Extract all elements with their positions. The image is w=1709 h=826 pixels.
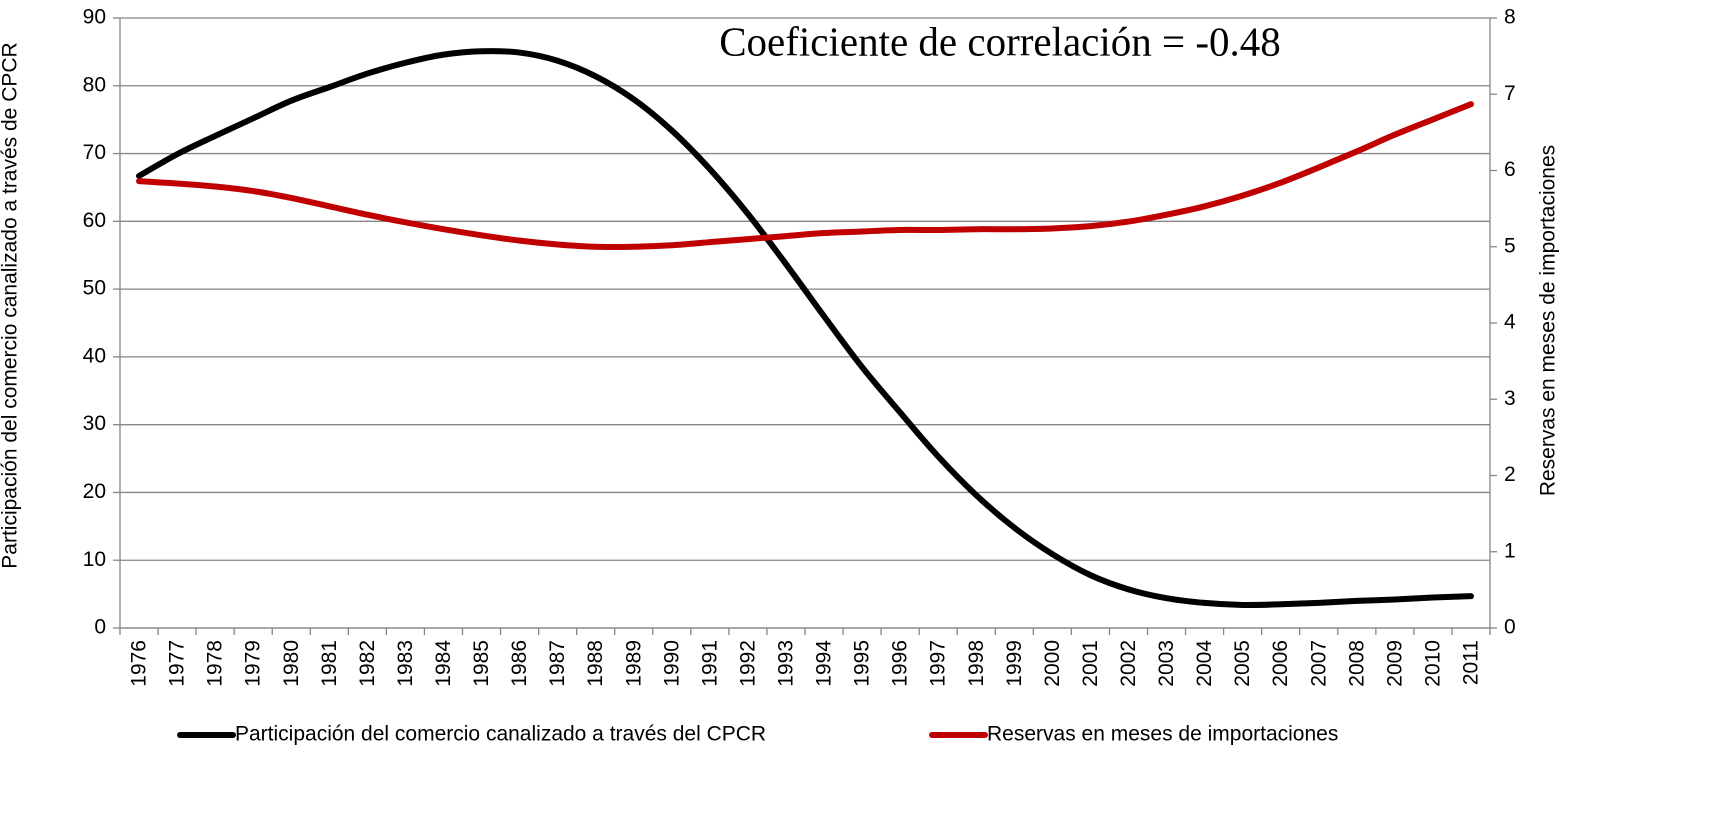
y2-tick-label: 5 [1504,234,1516,257]
y2-tick-label: 0 [1504,616,1516,639]
x-tick-label: 1979 [242,640,265,687]
x-tick-label: 2001 [1079,640,1102,687]
y-tick-label: 90 [83,6,106,29]
y-tick-label: 10 [83,548,106,571]
x-tick-label: 1977 [166,640,189,687]
y-tick-label: 70 [83,141,106,164]
legend-label: Reservas en meses de importaciones [987,723,1338,746]
y2-tick-label: 6 [1504,158,1516,181]
x-tick-label: 1980 [280,640,303,687]
x-tick-label: 1984 [432,640,455,687]
x-tick-label: 2009 [1383,640,1406,687]
x-tick-label: 2000 [1041,640,1064,687]
x-tick-label: 1997 [927,640,950,687]
y-tick-label: 60 [83,209,106,232]
y2-tick-label: 4 [1504,311,1516,334]
x-tick-label: 2003 [1155,640,1178,687]
x-tick-label: 1976 [128,640,151,687]
x-tick-label: 2007 [1307,640,1330,687]
x-tick-label: 1990 [660,640,683,687]
x-tick-label: 1989 [622,640,645,687]
y-tick-label: 20 [83,480,106,503]
legend-label: Participación del comercio canalizado a … [235,723,766,746]
x-tick-label: 1978 [204,640,227,687]
x-tick-label: 1992 [736,640,759,687]
x-tick-label: 1996 [889,640,912,687]
x-tick-label: 1995 [851,640,874,687]
x-tick-label: 2006 [1269,640,1292,687]
y2-tick-label: 7 [1504,82,1516,105]
x-tick-label: 1988 [584,640,607,687]
series-line [136,101,1474,250]
y-tick-label: 30 [83,412,106,435]
y2-tick-label: 8 [1504,6,1516,29]
y2-tick-label: 3 [1504,387,1516,410]
x-tick-label: 2005 [1231,640,1254,687]
y2-tick-label: 2 [1504,463,1516,486]
y2-axis-title: Reservas en meses de importaciones [1536,144,1560,497]
x-tick-label: 1998 [965,640,988,687]
series-line [136,48,1474,609]
x-tick-label: 2008 [1345,640,1368,687]
x-tick-label: 2010 [1421,640,1444,687]
x-tick-label: 1982 [356,640,379,687]
x-tick-label: 1994 [813,640,836,687]
x-tick-label: 2002 [1117,640,1140,687]
y-tick-label: 80 [83,73,106,96]
x-tick-label: 2004 [1193,640,1216,687]
annotation: Coeficiente de correlación = -0.48 [719,18,1281,64]
x-tick-label: 1986 [508,640,531,687]
x-tick-label: 1987 [546,640,569,687]
y-axis-title: Participación del comercio canalizado a … [0,42,22,569]
x-tick-label: 2011 [1459,640,1482,685]
x-tick-label: 1999 [1003,640,1026,687]
x-tick-label: 1985 [470,640,493,687]
y-tick-label: 0 [94,616,106,639]
x-tick-label: 1993 [774,640,797,687]
x-tick-label: 1981 [318,640,341,687]
y-tick-label: 40 [83,344,106,367]
y2-tick-label: 1 [1504,539,1516,562]
x-tick-label: 1983 [394,640,417,687]
x-tick-label: 1991 [698,640,721,687]
y-tick-label: 50 [83,277,106,300]
